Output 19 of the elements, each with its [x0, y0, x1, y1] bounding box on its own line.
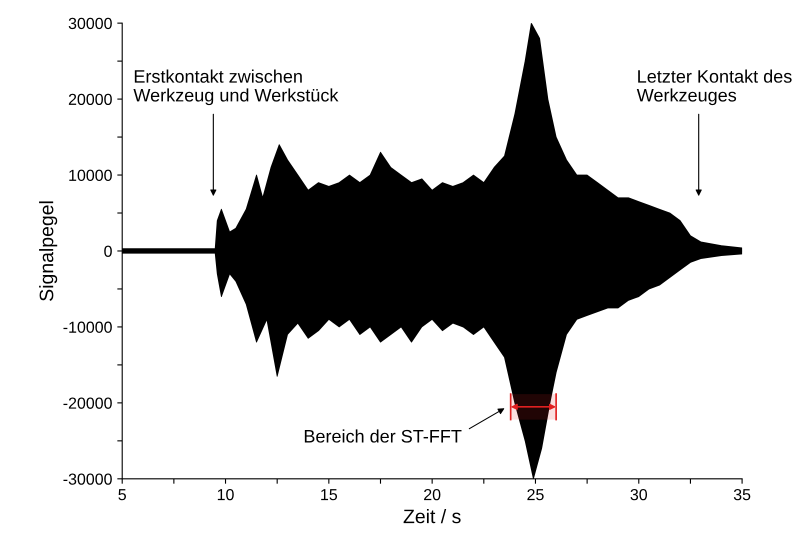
y-tick-label: -10000: [63, 322, 112, 333]
x-tick-label: 10: [218, 488, 234, 500]
x-tick-label: 25: [527, 488, 544, 500]
x-tick-label: 20: [424, 488, 440, 500]
y-tick-label: 30000: [68, 18, 112, 30]
x-tick-label: 30: [630, 488, 648, 500]
annotation: Bereich der ST-FFT: [304, 429, 462, 443]
y-tick-label: -30000: [63, 473, 112, 485]
y-tick-label: -20000: [63, 398, 112, 409]
annotation: Letzter Kontakt des Werkzeuges: [636, 70, 792, 106]
y-tick-label: 20000: [68, 94, 112, 106]
x-tick-label: 35: [734, 488, 750, 500]
x-tick-label: 15: [321, 489, 338, 500]
x-axis-title: Zeit / s: [404, 508, 461, 524]
y-tick-label: 0: [104, 246, 112, 257]
x-tick-label: 5: [118, 489, 126, 500]
y-tick-label: 10000: [69, 170, 112, 181]
y-axis-title: Signalpegel: [39, 201, 58, 301]
annotation: Erstkontakt zwischen Werkzeug und Werkstück: [133, 70, 338, 106]
